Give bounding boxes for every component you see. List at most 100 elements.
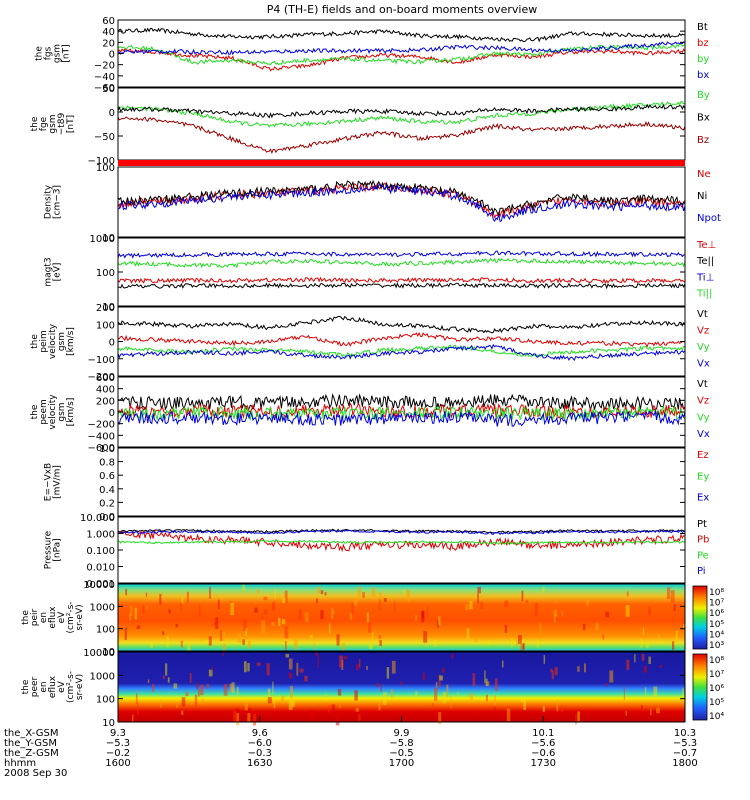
peer-texture-mark xyxy=(256,662,261,666)
peir-texture-mark xyxy=(642,627,645,636)
density-ytick-label: 10 xyxy=(102,233,115,244)
xaxis-value: 1730 xyxy=(531,758,556,769)
peir-texture-mark xyxy=(186,591,189,603)
fgs-ytick-label: −40 xyxy=(94,72,115,83)
peim-ytick-label: 100 xyxy=(96,320,115,331)
peer-texture-mark xyxy=(485,694,489,702)
peer-texture-mark xyxy=(400,681,403,685)
peer-texture-mark xyxy=(376,683,379,688)
panel-fge: By Bx Bz 50 0 −50 −100 the fge gsm −t89 [nT] xyxy=(30,84,710,167)
peer-texture-mark xyxy=(644,687,647,701)
peir-texture-mark xyxy=(372,631,374,642)
peer-texture-mark xyxy=(206,683,209,689)
peir-texture-mark xyxy=(522,642,525,650)
peer-texture-mark xyxy=(197,689,200,697)
fgs-legend-3: bx xyxy=(697,70,709,81)
fgs-series-2 xyxy=(117,43,686,66)
peem-ytick-label: 400 xyxy=(96,385,115,396)
peir-texture-mark xyxy=(378,592,382,599)
peim-ylabel-line: the xyxy=(30,334,40,349)
peir-ylabel-line: sr-eV) xyxy=(75,604,85,630)
peir-texture-mark xyxy=(237,633,241,643)
xaxis-row-name: hhmm xyxy=(4,758,36,769)
peer-texture-mark xyxy=(506,708,511,722)
peer-texture-mark xyxy=(521,698,524,703)
peir-texture-mark xyxy=(357,586,361,598)
peir-texture-mark xyxy=(230,602,234,616)
peir-texture-mark xyxy=(309,634,313,639)
peir-texture-mark xyxy=(383,598,387,602)
peir-texture-mark xyxy=(671,641,675,650)
peer-texture-mark xyxy=(502,660,504,668)
pressure-legend-2: Pe xyxy=(697,550,709,561)
peir-ylabel-line: the xyxy=(21,610,31,625)
peim-ytick-label: −200 xyxy=(88,372,115,383)
peer-texture-mark xyxy=(474,712,476,716)
peir-texture-mark xyxy=(136,625,141,629)
peir-texture-mark xyxy=(274,588,276,599)
peer-texture-mark xyxy=(664,713,668,718)
density-series-1 xyxy=(117,179,686,218)
peir-texture-mark xyxy=(180,640,183,648)
peer-texture-mark xyxy=(640,705,643,709)
peer-ylabel-line: peer xyxy=(30,676,40,697)
peer-texture-mark xyxy=(338,704,341,708)
peer-ytick-label: 1000 xyxy=(90,671,115,682)
peir-texture-mark xyxy=(351,602,354,615)
peir-texture-mark xyxy=(673,604,676,611)
fge-ytick-label: −100 xyxy=(88,156,115,167)
peem-ytick-label: −400 xyxy=(88,431,115,442)
peim-ylabel-line: peim xyxy=(39,330,49,353)
peer-texture-mark xyxy=(450,696,452,709)
peer-texture-mark xyxy=(267,688,271,700)
peer-texture-mark xyxy=(681,709,685,717)
peir-texture-mark xyxy=(625,605,630,617)
peim-ylabel-line: velocity xyxy=(48,323,58,359)
peim-legend-2: Vy xyxy=(697,342,710,353)
peem-ytick-label: −600 xyxy=(88,443,115,454)
peir-texture-mark xyxy=(145,592,148,597)
peer-texture-mark xyxy=(577,666,580,672)
xaxis-value: −5.3 xyxy=(673,738,697,749)
peir-texture-mark xyxy=(242,639,245,645)
peer-texture-mark xyxy=(247,662,250,672)
peir-texture-mark xyxy=(394,601,396,612)
efield-ytick-label: 0.6 xyxy=(99,471,115,482)
peem-ylabel-line: gsm xyxy=(57,402,67,421)
peir-texture-mark xyxy=(220,630,223,641)
peer-texture-mark xyxy=(288,698,293,710)
peir-texture-mark xyxy=(681,621,683,630)
peir-texture-mark xyxy=(595,622,599,630)
efield-frame xyxy=(117,447,686,517)
peem-ytick-label: −200 xyxy=(88,420,115,431)
peim-legend-0: Vt xyxy=(697,309,708,320)
peir-texture-mark xyxy=(168,609,171,614)
peir-texture-mark xyxy=(243,618,247,632)
peer-texture-mark xyxy=(208,669,213,677)
peir-ylabel-line: eV xyxy=(57,611,67,624)
peir-texture-mark xyxy=(434,640,437,647)
peir-colorbar-label: 10³ xyxy=(709,641,724,651)
peir-texture-mark xyxy=(368,622,372,633)
peir-texture-mark xyxy=(403,589,406,594)
peer-texture-mark xyxy=(296,662,299,676)
peer-texture-mark xyxy=(390,689,393,699)
fge-series-1 xyxy=(117,103,686,119)
peir-texture-mark xyxy=(162,631,165,635)
peer-texture-mark xyxy=(160,699,162,708)
peer-ylabel-line: sr-eV) xyxy=(75,674,85,700)
peer-texture-mark xyxy=(244,702,249,711)
peir-texture-mark xyxy=(341,643,345,654)
peir-texture-mark xyxy=(474,637,478,643)
peer-texture-mark xyxy=(165,663,168,676)
pressure-series-2 xyxy=(117,539,686,545)
efield-legend-2: Ex xyxy=(697,493,709,504)
fge-ytick-label: 50 xyxy=(102,84,115,95)
mag-series-1 xyxy=(117,282,686,290)
peer-texture-mark xyxy=(231,682,235,693)
density-ylabel-line: Density xyxy=(44,184,54,219)
pressure-ylabel-line: [nPa] xyxy=(53,538,63,561)
peir-colorbar-label: 10⁴ xyxy=(709,630,724,640)
